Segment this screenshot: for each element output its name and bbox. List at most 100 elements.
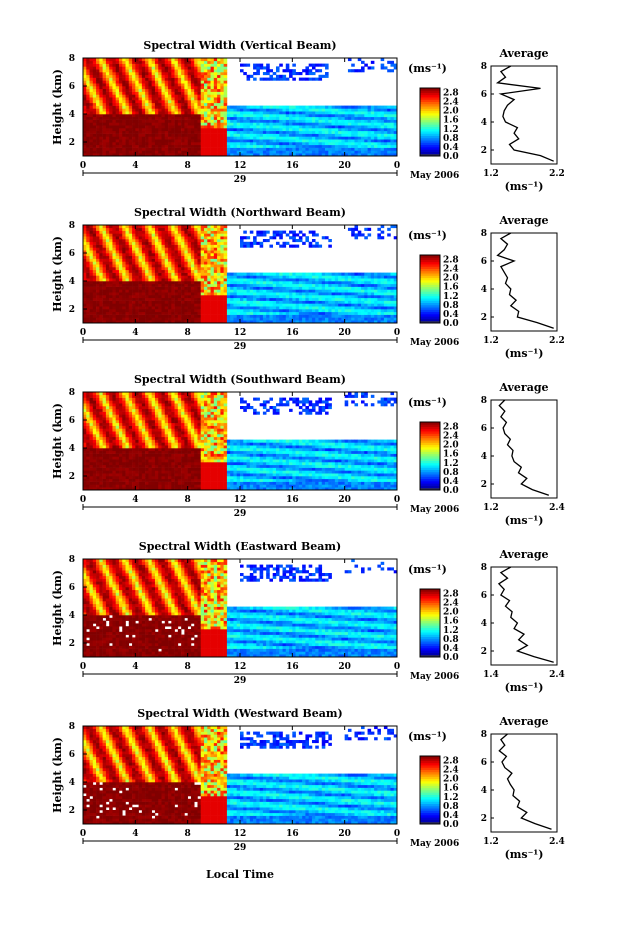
heatmap-cell	[148, 278, 152, 282]
colorbar-step	[420, 88, 440, 91]
heatmap-cell	[226, 116, 231, 120]
heatmap-cell	[102, 128, 107, 132]
heatmap-cell	[347, 306, 352, 310]
heatmap-cell	[246, 320, 251, 324]
heatmap-cell	[230, 297, 234, 301]
heatmap-cell	[292, 150, 296, 154]
heatmap-cell	[181, 153, 185, 157]
heatmap-cell	[125, 320, 130, 324]
heatmap-cell	[118, 58, 123, 62]
heatmap-cell	[220, 147, 224, 151]
heatmap-cell	[194, 58, 198, 62]
heatmap-cell	[298, 122, 303, 126]
heatmap-cell	[174, 142, 179, 146]
heatmap-cell	[92, 286, 97, 290]
heatmap-cell	[246, 147, 251, 151]
heatmap-cell	[184, 236, 188, 240]
heatmap-cell	[161, 225, 166, 229]
heatmap-cell	[321, 142, 326, 146]
heatmap-cell	[125, 289, 130, 293]
heatmap-cell	[279, 125, 283, 129]
heatmap-cell	[83, 230, 87, 234]
heatmap-cell	[181, 144, 185, 148]
heatmap-cell	[275, 281, 280, 285]
heatmap-cell	[197, 264, 202, 268]
heatmap-cell	[177, 250, 182, 254]
heatmap-cell	[338, 108, 342, 112]
heatmap-cell	[89, 283, 94, 287]
heatmap-cell	[240, 275, 244, 279]
heatmap-cell	[331, 314, 336, 318]
heatmap-cell	[174, 317, 179, 321]
heatmap-cell	[357, 111, 362, 115]
heatmap-cell	[171, 320, 175, 324]
heatmap-cell	[230, 116, 234, 120]
colorbar-step	[420, 99, 440, 102]
heatmap-cell	[181, 116, 185, 120]
heatmap-cell	[171, 102, 175, 106]
heatmap-cell	[246, 295, 251, 299]
heatmap-cell	[125, 100, 130, 104]
heatmap-cell	[118, 295, 123, 299]
heatmap-cell	[308, 130, 313, 134]
colorbar-step	[420, 103, 440, 107]
heatmap-cell	[331, 130, 336, 134]
heatmap-cell	[135, 239, 139, 243]
heatmap-cell	[181, 128, 185, 132]
heatmap-cell	[89, 230, 94, 234]
heatmap-cell	[115, 136, 120, 140]
heatmap-cell	[135, 66, 139, 70]
heatmap-cell	[275, 133, 280, 137]
heatmap-cell	[112, 80, 117, 84]
heatmap-cell	[96, 102, 100, 106]
heatmap-cell	[151, 125, 156, 129]
heatmap-cell	[223, 309, 228, 313]
heatmap-cell	[151, 102, 156, 106]
heatmap-cell	[161, 102, 166, 106]
heatmap-cell	[204, 125, 208, 129]
heatmap-cell	[112, 58, 117, 62]
heatmap-cell	[308, 289, 313, 293]
heatmap-cell	[135, 86, 139, 90]
heatmap-cell	[331, 144, 336, 148]
heatmap-cell	[243, 317, 247, 321]
heatmap-cell	[217, 255, 221, 259]
heatmap-cell	[347, 289, 352, 293]
heatmap-cell	[161, 289, 166, 293]
heatmap-cell	[194, 311, 198, 315]
heatmap-cell	[249, 116, 254, 120]
heatmap-cell	[315, 116, 319, 120]
heatmap-cell	[266, 116, 270, 120]
heatmap-cell	[253, 144, 257, 148]
heatmap-cell	[210, 102, 215, 106]
heatmap-cell	[210, 58, 215, 62]
heatmap-cell	[187, 122, 192, 126]
heatmap-cell	[298, 306, 303, 310]
heatmap-cell	[321, 292, 326, 296]
heatmap-cell	[321, 317, 326, 321]
heatmap-cell	[194, 136, 198, 140]
heatmap-cell	[200, 295, 205, 299]
heatmap-cell	[256, 297, 260, 301]
heatmap-cell	[96, 272, 100, 276]
heatmap-cell	[158, 97, 162, 101]
heatmap-cell	[86, 58, 90, 62]
heatmap-cell	[295, 289, 300, 293]
heatmap-cell	[318, 69, 323, 73]
heatmap-cell	[344, 314, 349, 318]
heatmap-cell	[210, 150, 215, 154]
heatmap-cell	[105, 139, 110, 143]
heatmap-cell	[197, 102, 202, 106]
heatmap-cell	[83, 150, 87, 154]
heatmap-cell	[181, 300, 185, 304]
heatmap-cell	[132, 94, 136, 98]
heatmap-cell	[102, 278, 107, 282]
heatmap-cell	[132, 292, 136, 296]
heatmap-cell	[223, 63, 228, 67]
heatmap-cell	[194, 77, 198, 81]
heatmap-cell	[89, 297, 94, 301]
heatmap-cell	[122, 297, 126, 301]
heatmap-cell	[171, 253, 175, 257]
colorbar-step	[420, 124, 440, 127]
heatmap-cell	[256, 105, 260, 109]
